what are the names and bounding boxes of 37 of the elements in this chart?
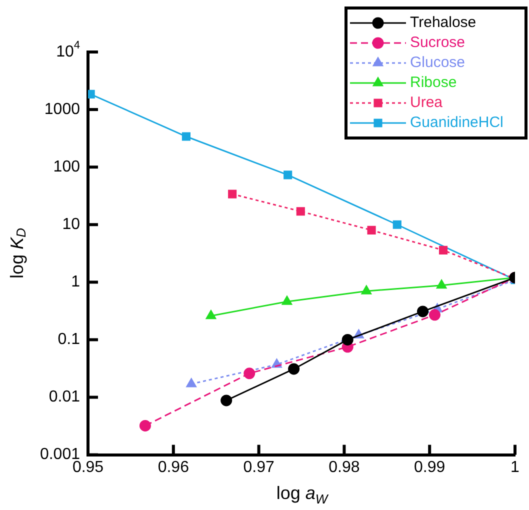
point [186, 378, 196, 388]
y-tick-label: 1 [71, 274, 80, 291]
point [284, 170, 292, 180]
x-tick-label: 1 [510, 458, 520, 476]
legend-label: GuanidineHCl [410, 114, 504, 132]
point [428, 309, 440, 321]
y-tick-label: 0.1 [58, 331, 80, 348]
point [296, 207, 305, 216]
point [139, 420, 151, 432]
legend-label: Trehalose [410, 14, 476, 32]
legend-label: Ribose [410, 74, 457, 92]
y-tick-label: 10 [62, 216, 80, 234]
point [206, 310, 216, 320]
x-tick-label: 0.99 [414, 458, 446, 476]
legend-label: Urea [410, 94, 444, 112]
point [288, 363, 300, 375]
point [244, 368, 256, 380]
point [367, 226, 376, 234]
y-tick-label: 100 [53, 158, 80, 176]
x-tick-label: 0.97 [243, 458, 274, 476]
legend-label: Glucose [410, 54, 466, 72]
y-tick-label: 0.01 [48, 388, 80, 406]
point [342, 334, 354, 346]
point [438, 246, 448, 254]
point [392, 220, 402, 229]
point [228, 190, 237, 198]
point [417, 306, 429, 318]
point [436, 280, 447, 289]
point [220, 394, 232, 406]
y-tick-label: 1000 [44, 100, 80, 118]
x-tick-label: 0.96 [158, 458, 190, 476]
point [182, 132, 190, 141]
point [282, 296, 292, 305]
x-tick-label: 0.98 [328, 458, 360, 476]
legend-label: Sucrose [410, 34, 466, 52]
x-axis-title: log a$_{W}$ [275, 483, 330, 507]
point [361, 285, 372, 294]
